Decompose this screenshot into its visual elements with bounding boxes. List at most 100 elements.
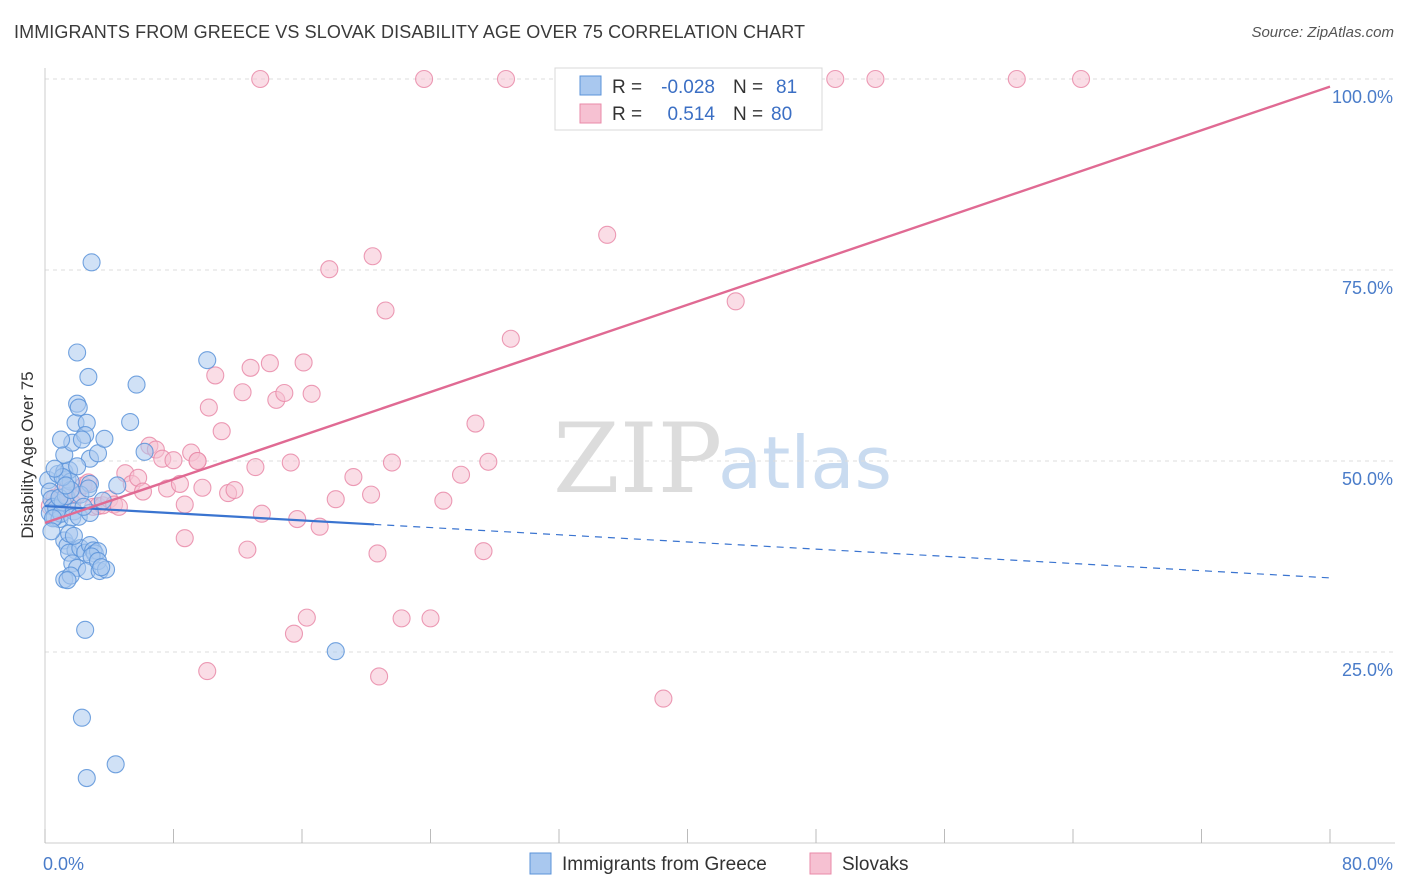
slovaks-swatch [579,103,602,124]
y-tick-label: 100.0% [1332,87,1393,107]
greece-n-value: 81 [776,77,797,98]
legend-slovaks-swatch [809,852,832,875]
slovaks-point [415,69,434,89]
legend-greece-label: Immigrants from Greece [562,854,767,875]
slovaks-point [1007,69,1026,89]
y-tick-label: 75.0% [1342,278,1393,298]
slovaks-point [501,329,520,348]
slovaks-point [302,384,321,403]
slovaks-point [344,467,363,487]
slovaks-point [225,480,244,500]
greece-point [45,459,64,478]
slovaks-r-value: 0.514 [667,104,715,125]
trend-lines [44,85,1331,579]
greece-point [121,412,140,432]
slovaks-point [479,452,498,471]
slovaks-point [320,260,339,279]
greece-trend-dashed [374,523,1331,579]
series-legend: Immigrants from Greece Slovaks [529,852,909,875]
slovaks-point [233,383,252,402]
slovaks-point [193,478,212,497]
chart-title: IMMIGRANTS FROM GREECE VS SLOVAK DISABIL… [14,22,806,42]
greece-n-label: N = [733,77,763,98]
greece-r-value: -0.028 [661,77,715,98]
slovaks-point [260,354,279,373]
slovaks-point [368,544,387,563]
greece-point [68,343,87,362]
greece-point [42,522,61,541]
stats-legend: R = -0.028 N = 81 R = 0.514 N = 80 [554,67,823,131]
slovaks-point [238,540,257,559]
greece-point [52,430,71,449]
watermark-zip: ZIP [553,403,722,515]
greece-point [76,620,95,639]
greece-point [92,558,111,577]
slovaks-point [496,69,516,89]
greece-point [68,457,87,476]
slovaks-point [598,225,617,244]
slovaks-point [199,398,218,417]
slovaks-point [297,608,316,627]
greece-point [79,367,98,387]
y-tick-label: 25.0% [1342,660,1393,680]
x-tick-label: 80.0% [1342,854,1393,874]
legend-greece-swatch [529,852,552,875]
slovaks-point [726,292,745,311]
slovaks-point [421,609,440,628]
slovaks-point [281,453,300,472]
slovaks-point [241,358,260,377]
slovaks-point [466,414,485,433]
slovaks-point [164,451,183,470]
greece-point [69,398,88,417]
slovaks-point [175,529,194,548]
slovaks-point [198,662,217,681]
greece-trend-line [44,504,375,526]
watermark: ZIP atlas [553,403,892,515]
greece-point [72,430,91,449]
slovaks-point [474,542,493,561]
slovaks-n-label: N = [733,104,763,125]
x-tick-label: 0.0% [43,854,84,874]
slovaks-point [275,383,294,403]
slovaks-r-label: R = [612,104,642,125]
slovaks-point [175,495,194,514]
slovaks-point [251,69,270,89]
slovaks-n-value: 80 [771,104,792,125]
slovaks-point [212,422,231,441]
greece-point [72,708,91,727]
tick-labels: 25.0% 50.0% 75.0% 100.0% 0.0% 80.0% [43,87,1393,874]
y-tick-label: 50.0% [1342,469,1393,489]
source-label: Source: ZipAtlas.com [1251,24,1394,41]
slovaks-point [363,247,382,266]
slovaks-points [40,69,1091,708]
greece-point [56,476,75,495]
greece-point [64,526,83,545]
greece-swatch [579,75,602,96]
slovaks-point [294,353,313,372]
greece-point [58,571,77,590]
greece-point [106,755,125,774]
slovaks-point [246,458,265,477]
greece-point [108,476,127,495]
legend-slovaks-label: Slovaks [842,854,909,875]
slovaks-point [451,465,471,484]
y-axis-label: Disability Age Over 75 [18,371,37,538]
greece-r-label: R = [612,77,642,98]
slovaks-point [654,689,673,708]
slovaks-point [392,609,411,628]
greece-point [135,442,154,461]
slovaks-point [284,624,304,643]
slovaks-point [370,667,389,686]
slovaks-point [382,453,402,472]
slovaks-point [252,504,271,523]
slovaks-point [326,490,345,509]
slovaks-point [434,491,453,510]
slovaks-point [376,301,395,320]
greece-point [82,253,101,272]
slovaks-point [826,69,845,89]
slovaks-point [188,451,207,471]
slovaks-point [1071,69,1091,89]
slovaks-point [206,366,225,385]
greece-point [198,351,217,370]
